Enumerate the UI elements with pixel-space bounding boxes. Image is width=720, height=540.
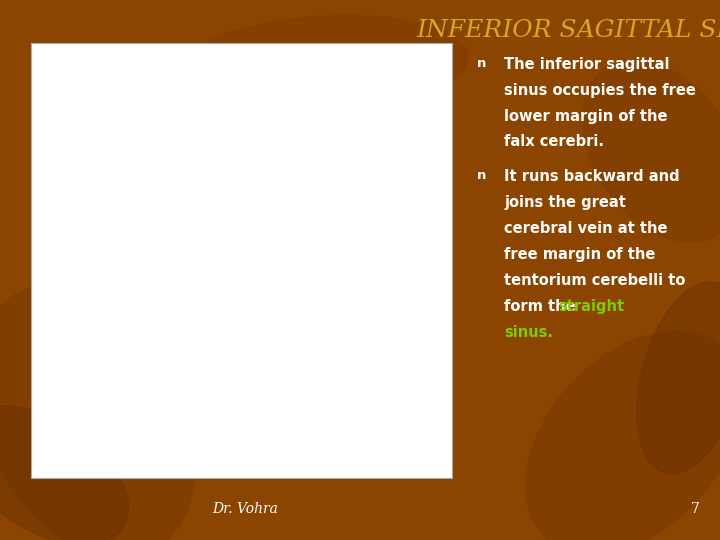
Text: straight: straight: [559, 299, 625, 314]
Text: sinus occupies the free: sinus occupies the free: [504, 83, 696, 98]
Text: lower margin of the: lower margin of the: [504, 109, 667, 124]
Text: joins the great: joins the great: [504, 195, 626, 211]
Text: 7: 7: [691, 502, 700, 516]
Text: It runs backward and: It runs backward and: [504, 170, 680, 185]
Ellipse shape: [0, 406, 129, 540]
Text: sinus.: sinus.: [504, 325, 553, 340]
Text: The inferior sagittal: The inferior sagittal: [504, 57, 670, 72]
Text: Dr. Vohra: Dr. Vohra: [212, 502, 278, 516]
Ellipse shape: [636, 282, 720, 474]
Text: INFERIOR SAGITTAL SINUS: INFERIOR SAGITTAL SINUS: [416, 19, 720, 42]
Text: cerebral vein at the: cerebral vein at the: [504, 221, 667, 237]
Text: free margin of the: free margin of the: [504, 247, 655, 262]
Ellipse shape: [526, 331, 720, 540]
Text: tentorium cerebelli to: tentorium cerebelli to: [504, 273, 685, 288]
Text: form the: form the: [504, 299, 581, 314]
Ellipse shape: [0, 284, 195, 540]
Text: n: n: [477, 57, 487, 70]
Text: n: n: [477, 170, 487, 183]
Text: falx cerebri.: falx cerebri.: [504, 134, 604, 150]
Ellipse shape: [582, 60, 720, 242]
Ellipse shape: [181, 16, 467, 114]
FancyBboxPatch shape: [31, 43, 452, 478]
